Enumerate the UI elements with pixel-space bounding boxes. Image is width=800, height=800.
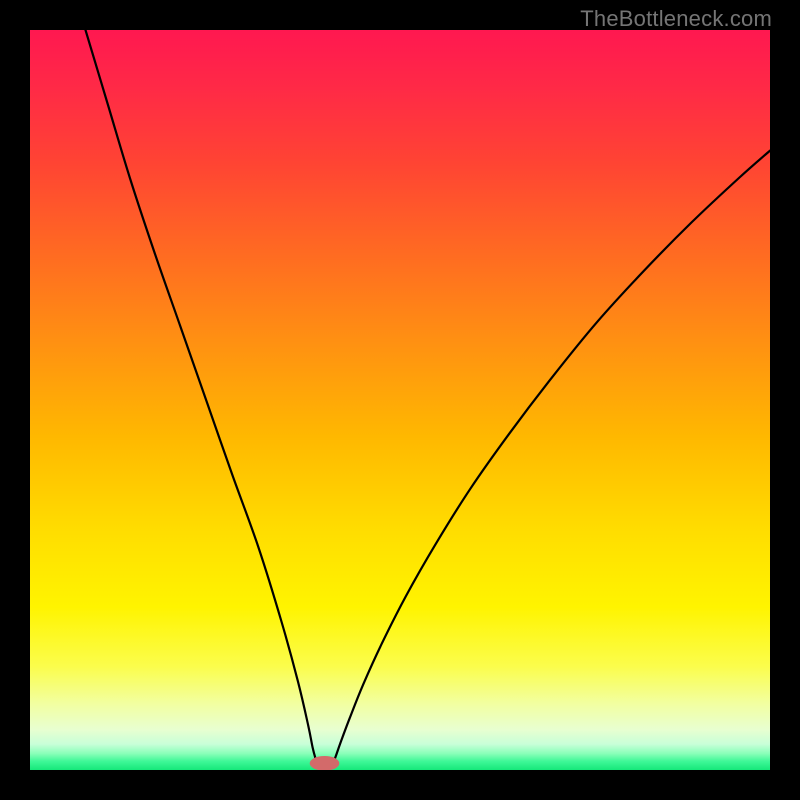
chart-plot-area	[30, 30, 770, 770]
chart-curves-layer	[30, 30, 770, 770]
curve-left-branch	[86, 30, 318, 765]
watermark-text: TheBottleneck.com	[580, 6, 772, 32]
curve-right-branch	[333, 151, 770, 765]
